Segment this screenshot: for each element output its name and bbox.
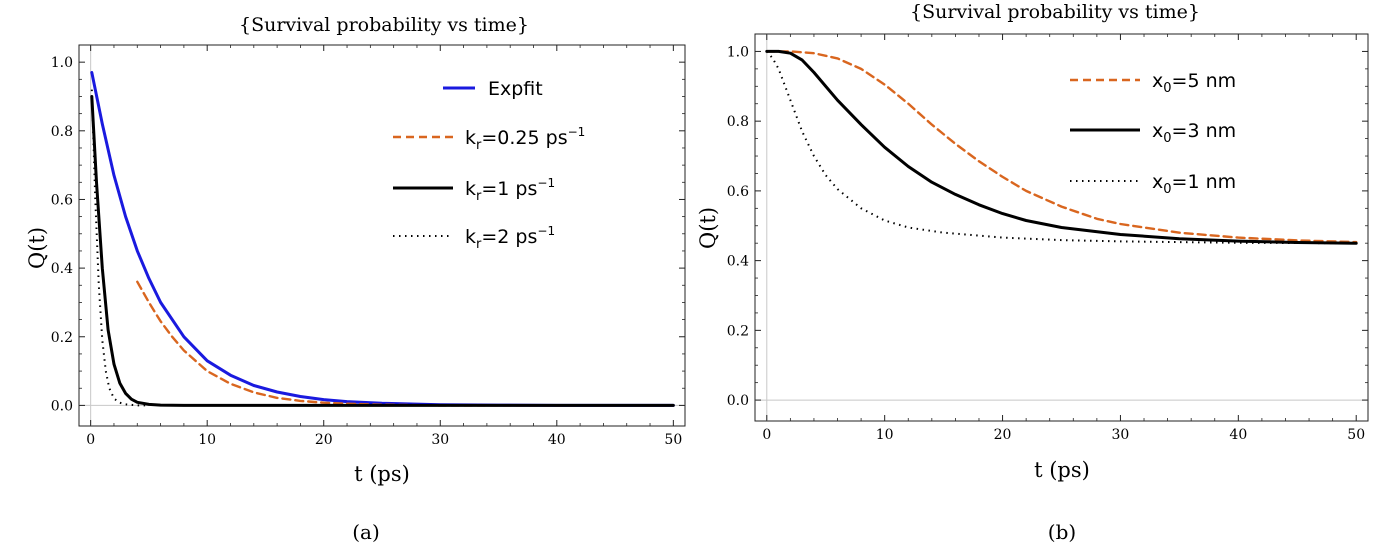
panel-a-title: {Survival probability vs time} [239, 14, 529, 36]
y-tick-label: 1.0 [727, 44, 749, 60]
y-tick-label: 0.4 [51, 261, 73, 277]
panel-a-series [90, 71, 675, 407]
y-tick-label: 0.2 [727, 323, 749, 339]
y-tick-label: 0.8 [51, 124, 73, 140]
panel-a-legend: Expfit kr=0.25 ps−1 kr=1 ps−1 kr=2 ps−1 [393, 78, 585, 252]
legend-label-s2: x0=3 nm [1152, 120, 1236, 146]
legend-label-s4: kr=2 ps−1 [465, 224, 555, 252]
panel-a-xlabel: t (ps) [354, 462, 410, 486]
y-tick-label: 0.6 [727, 184, 749, 200]
y-tick-label: 0.0 [727, 393, 749, 409]
legend-label-s3: x0=1 nm [1152, 171, 1236, 197]
panel-a-frame [78, 44, 686, 427]
x-tick-label: 40 [548, 432, 566, 448]
x-tick-label: 0 [86, 432, 95, 448]
series-line-s2 [136, 280, 675, 407]
panel-a: {Survival probability vs time} 0 10 20 30 40… [25, 14, 686, 544]
panel-b-legend: x0=5 nm x0=3 nm x0=1 nm [1070, 70, 1236, 197]
panel-a-caption: (a) [352, 520, 380, 544]
x-tick-label: 20 [315, 432, 333, 448]
y-tick-label: 1.0 [51, 55, 73, 71]
y-tick-label: 0.6 [51, 192, 73, 208]
x-tick-label: 10 [198, 432, 216, 448]
x-tick-label: 50 [664, 432, 682, 448]
panel-b-frame [754, 33, 1369, 422]
panel-b-title: {Survival probability vs time} [910, 1, 1200, 23]
x-tick-label: 50 [1347, 427, 1365, 443]
panel-a-ticks: 0 10 20 30 40 50 0.0 0.2 0.4 0.6 0.8 1.0 [51, 45, 685, 448]
y-tick-label: 0.8 [727, 114, 749, 130]
y-tick-label: 0.4 [727, 254, 749, 270]
x-tick-label: 20 [994, 427, 1012, 443]
series-line-s3 [90, 95, 675, 407]
y-tick-label: 0.2 [51, 330, 73, 346]
panel-b-series [765, 49, 1358, 245]
x-tick-label: 0 [762, 427, 771, 443]
legend-label-s1: Expfit [488, 78, 543, 100]
panel-a-ylabel: Q(t) [25, 227, 49, 269]
series-line-s1 [765, 50, 1358, 244]
panel-b-caption: (b) [1048, 520, 1076, 544]
legend-label-s2: kr=0.25 ps−1 [465, 125, 585, 153]
series-line-s2 [765, 49, 1358, 245]
legend-label-s1: x0=5 nm [1152, 70, 1236, 96]
x-tick-label: 10 [876, 427, 894, 443]
series-line-s3 [766, 50, 1357, 245]
x-tick-label: 30 [431, 432, 449, 448]
panel-b-ylabel: Q(t) [696, 207, 720, 249]
panel-b: {Survival probability vs time} 0 10 20 30 40… [696, 1, 1369, 544]
legend-label-s3: kr=1 ps−1 [465, 176, 555, 204]
series-line-s1 [90, 71, 675, 407]
panel-b-xlabel: t (ps) [1034, 458, 1090, 482]
y-tick-label: 0.0 [51, 398, 73, 414]
x-tick-label: 30 [1112, 427, 1130, 443]
panel-b-ticks: 0 10 20 30 40 50 0.0 0.2 0.4 0.6 0.8 1.0 [727, 34, 1368, 443]
x-tick-label: 40 [1229, 427, 1247, 443]
